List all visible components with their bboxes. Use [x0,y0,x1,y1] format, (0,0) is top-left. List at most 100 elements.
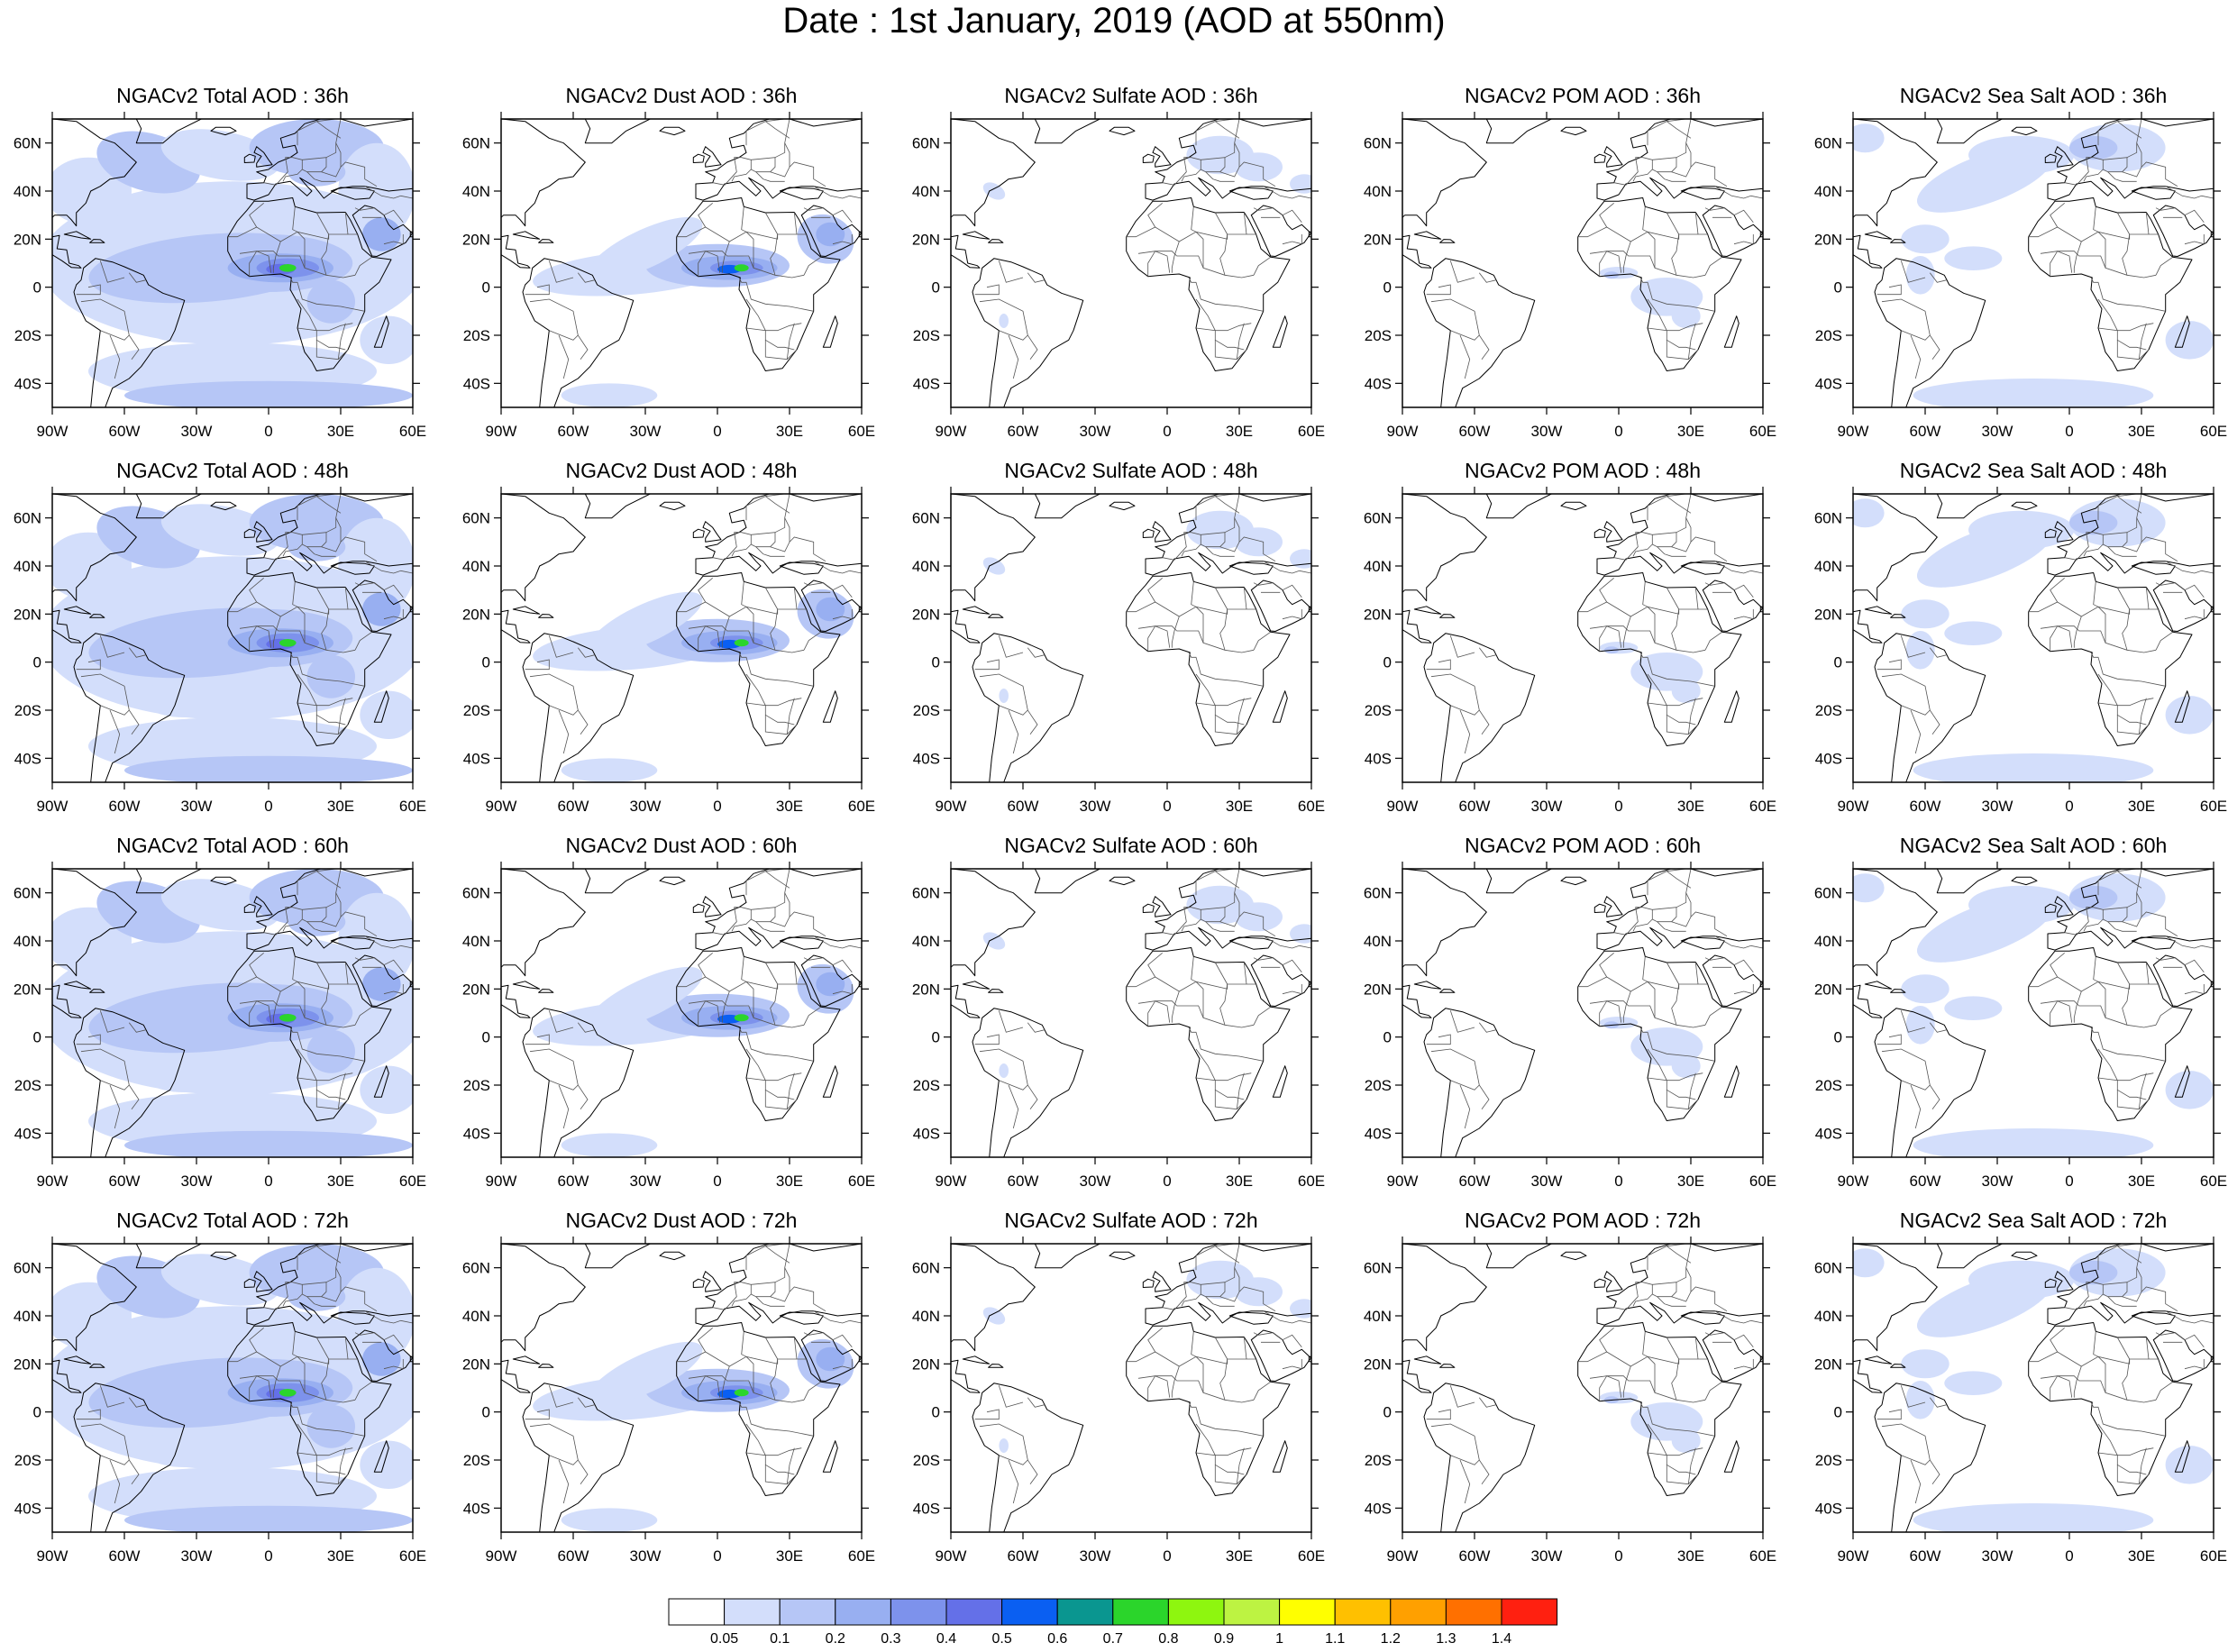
country-border [344,962,349,985]
coastlines [501,1244,862,1532]
aod-contour [734,1014,749,1022]
coastline-cuba [1413,606,1442,615]
colorbar-swatch [1112,1598,1169,1626]
country-border [1647,1356,1656,1393]
aod-contour [982,182,1006,200]
country-border [1449,1385,1475,1408]
colorbar-swatch [1390,1598,1447,1626]
country-border [793,962,798,985]
coastline-greenland [135,119,202,144]
country-border [1450,1080,1480,1091]
coastline-greenland [1034,1244,1100,1269]
country-border [1195,869,1235,896]
panel-title: NGACv2 POM AOD : 72h [1464,1209,1702,1232]
country-border [249,1327,264,1353]
lat-tick-label: 60N [912,1260,940,1277]
lat-tick-label: 20N [1364,231,1392,248]
country-border [1478,1397,1497,1408]
lon-tick-label: 90W [486,423,517,440]
country-border [76,284,101,296]
country-border [99,1010,125,1033]
country-border [239,1000,356,1028]
country-border [1881,1048,1940,1109]
country-border [1195,673,1252,707]
coastline-madagascar [1272,690,1288,723]
map-panel-total-72h: 60N 40N 20N 0 20S 40S 90W 60W 30W 0 30E 60E [14,1237,426,1565]
aod-contour [1290,174,1311,194]
coastline-southAmerica [972,258,1084,407]
lon-tick-label: 60W [109,1547,141,1565]
lat-tick-label: 40N [1814,558,1842,575]
country-border [1671,608,1680,651]
country-border [2184,609,2205,620]
lat-tick-label: 0 [1834,279,1842,297]
country-border [1195,1048,1252,1082]
country-border [1188,277,1264,312]
country-border [1881,673,1940,735]
country-border [1704,1381,1722,1401]
coastline-iceland [2011,126,2038,136]
coastline-southAmerica [1423,1383,1536,1532]
coastline-cuba [63,981,92,990]
lon-tick-label: 30E [1226,423,1253,440]
map-panel-sulfate-48h: 60N 40N 20N 0 20S 40S 90W 60W 30W 0 30E 60E [912,487,1325,815]
colorbar-label: 0.2 [826,1631,845,1647]
country-border [2097,494,2137,521]
lon-tick-label: 30W [1080,798,1111,815]
aod-contour [141,304,228,342]
coastline-ireland [2044,1278,2057,1288]
country-border [764,1337,779,1360]
country-border [297,981,306,1018]
aod-contour [160,129,280,181]
country-border [337,698,346,735]
coastline-northAmerica [951,1244,1036,1352]
country-border [1666,340,1699,361]
map-panel-pom-60h: 60N 40N 20N 0 20S 40S 90W 60W 30W 0 30E 60E [1364,862,1776,1190]
country-border [2155,1332,2176,1336]
country-border [2064,907,2104,936]
lat-tick-label: 60N [14,885,41,902]
aod-contour [279,1014,297,1022]
map-background [1402,494,1763,782]
lat-tick-label: 20S [913,702,940,719]
map-frame [51,493,414,783]
coastline-cuba [962,1355,991,1364]
aod-contour [2069,510,2118,535]
aod-contour [1234,1277,1283,1307]
country-border [1478,272,1497,283]
country-border [1639,1401,1715,1437]
coastline-madagascar [1272,315,1288,348]
coastline-hispaniola [1890,239,1906,243]
coastline-britain [2054,521,2074,543]
country-border [1724,1332,1754,1347]
lon-tick-label: 30E [1677,1173,1704,1190]
coastline-ireland [243,1278,256,1288]
lat-tick-label: 0 [932,1029,940,1046]
colorbar-label: 0.7 [1103,1631,1123,1647]
coastline-madagascar [2174,315,2190,348]
country-border [2155,1381,2173,1401]
country-border [2122,233,2131,276]
lat-tick-label: 20S [14,327,41,344]
country-border [2050,1375,2073,1401]
country-border [1430,298,1490,360]
panel-title: NGACv2 Sea Salt AOD : 36h [1899,84,2168,107]
aod-contour [1944,996,2003,1020]
lat-tick-label: 0 [33,1404,41,1421]
country-border [529,1048,589,1109]
coastlines [501,869,862,1157]
lon-tick-label: 0 [1614,798,1622,815]
country-border [770,1358,779,1401]
map-frame [950,493,1312,783]
lat-tick-label: 40N [14,558,41,575]
country-border [297,1452,346,1475]
colorbar-swatch [1056,1598,1114,1626]
colorbar-swatch [1445,1598,1502,1626]
coastline-hispaniola [538,1364,554,1368]
coastline-africa [1577,1322,1742,1496]
country-border [128,647,147,658]
lon-tick-label: 90W [37,423,68,440]
aod-contour [1944,621,2003,645]
coastline-madagascar [822,1440,838,1473]
country-border [1224,142,1236,159]
